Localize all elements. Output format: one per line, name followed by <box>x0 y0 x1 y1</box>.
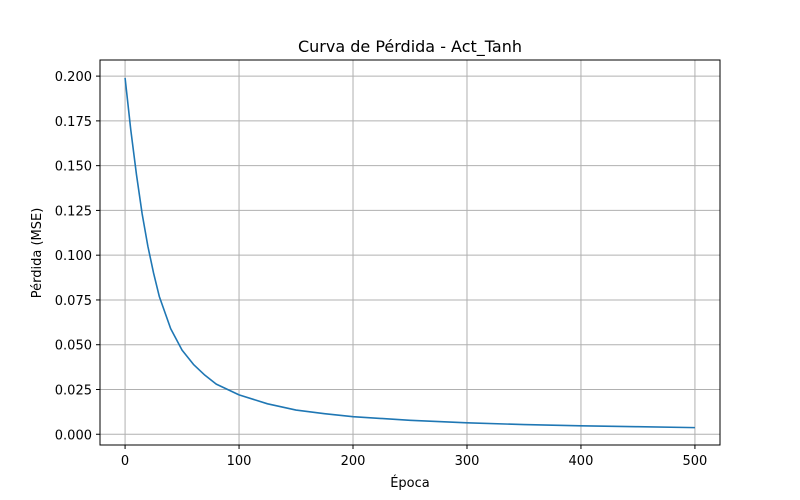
x-tick-label: 300 <box>455 454 480 469</box>
axis-ticks: 0 100 200 300 400 500 0.000 0.025 0.050 0.075 0.10… <box>55 70 708 469</box>
plot-frame <box>99 59 721 446</box>
grid <box>100 60 720 445</box>
x-tick-label: 100 <box>227 454 252 469</box>
y-tick-label: 0.200 <box>55 70 92 85</box>
chart-title: Curva de Pérdida - Act_Tanh <box>298 37 522 57</box>
y-tick-label: 0.175 <box>55 115 92 130</box>
y-tick-label: 0.050 <box>55 339 92 354</box>
x-tick-label: 500 <box>683 454 708 469</box>
y-tick-label: 0.100 <box>55 249 92 264</box>
loss-series-line <box>124 77 695 429</box>
x-axis-label: Época <box>390 475 430 491</box>
x-tick-label: 200 <box>341 454 366 469</box>
y-axis-label: Pérdida (MSE) <box>30 208 45 299</box>
series-layer <box>124 77 695 429</box>
y-tick-label: 0.000 <box>55 428 92 443</box>
y-tick-label: 0.075 <box>55 294 92 309</box>
y-tick-label: 0.150 <box>55 160 92 175</box>
x-tick-label: 0 <box>121 454 129 469</box>
y-tick-label: 0.125 <box>55 204 92 219</box>
x-tick-label: 400 <box>569 454 594 469</box>
y-tick-label: 0.025 <box>55 383 92 398</box>
